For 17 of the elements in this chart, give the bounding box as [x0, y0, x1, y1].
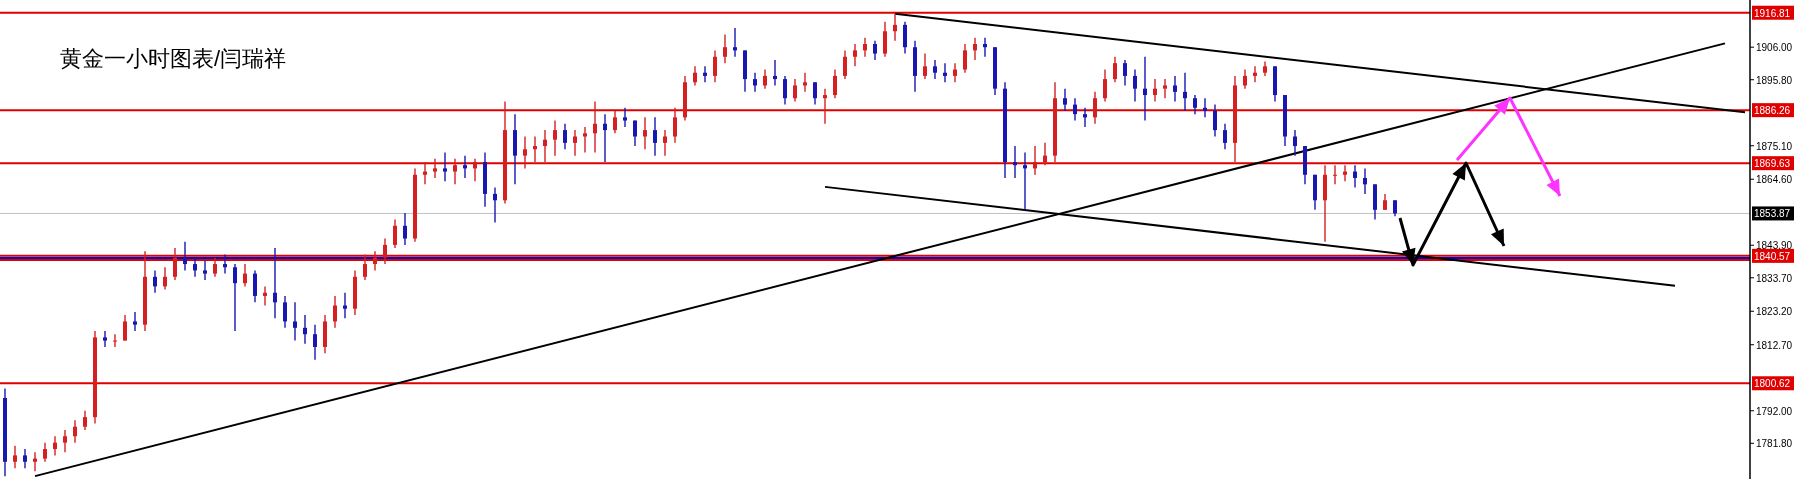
ref-line-label: 1869.63 [1754, 158, 1791, 170]
y-tick-label: 1906.00 [1756, 42, 1793, 54]
ref-line-label: 1840.57 [1754, 250, 1791, 262]
ref-line-label: 1916.81 [1754, 7, 1791, 19]
y-tick-label: 1864.60 [1756, 174, 1793, 186]
y-tick-label: 1792.00 [1756, 405, 1793, 417]
ref-line-label: 1800.62 [1754, 378, 1791, 390]
y-tick-label: 1895.80 [1756, 74, 1793, 86]
ref-line-label: 1886.26 [1754, 105, 1791, 117]
ref-line-label: 1853.87 [1754, 208, 1791, 220]
text: 黄金一小时图表/闫瑞祥 [60, 46, 287, 71]
y-tick-label: 1781.80 [1756, 438, 1793, 450]
y-tick-label: 1875.10 [1756, 140, 1793, 152]
y-tick-label: 1812.70 [1756, 339, 1793, 351]
y-tick-label: 1843.90 [1756, 240, 1793, 252]
y-tick-label: 1833.70 [1756, 272, 1793, 284]
y-tick-label: 1823.20 [1756, 306, 1793, 318]
